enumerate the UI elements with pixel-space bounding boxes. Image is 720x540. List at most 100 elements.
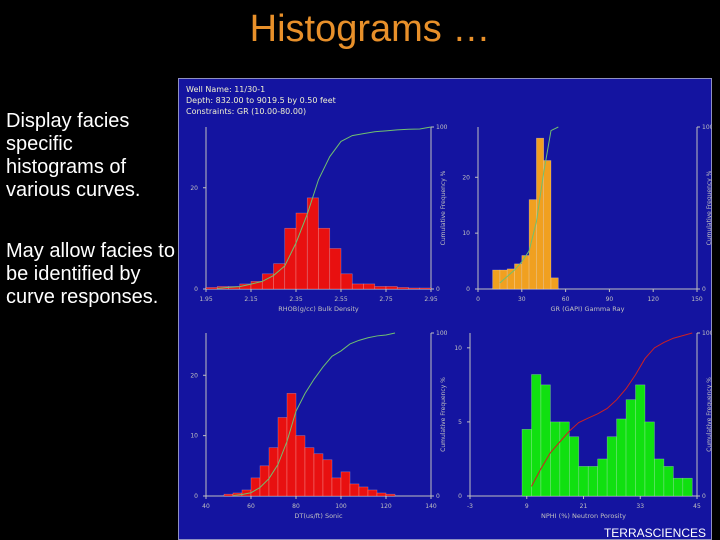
bar: [536, 137, 544, 290]
bar: [284, 227, 297, 290]
bar: [521, 429, 532, 497]
x-tick-label: 9: [525, 503, 529, 510]
bar: [408, 287, 421, 290]
bar: [635, 384, 646, 497]
bar: [663, 466, 674, 497]
y-tick-label: 20: [190, 372, 198, 379]
y2-tick-label: 0: [702, 493, 706, 500]
bar: [396, 287, 409, 290]
bar: [506, 268, 515, 290]
bar: [329, 248, 342, 290]
y2-axis-label: Cumulative Frequency %: [706, 170, 712, 245]
x-tick-label: 1.95: [199, 296, 213, 303]
x-tick-label: -3: [467, 503, 473, 510]
bar: [673, 477, 684, 497]
x-tick-label: 2.55: [334, 296, 348, 303]
x-tick-label: 30: [518, 296, 526, 303]
x-axis-label: RHOB(g/cc) Bulk Density: [278, 305, 359, 313]
x-tick-label: 120: [380, 503, 392, 510]
bar: [682, 477, 693, 497]
y2-tick-label: 0: [436, 493, 440, 500]
bar: [654, 458, 665, 497]
bar: [313, 453, 324, 497]
x-tick-label: 2.75: [379, 296, 393, 303]
bar: [223, 493, 234, 497]
bar: [606, 436, 617, 497]
cumulative-line: [232, 332, 396, 497]
bar: [340, 471, 351, 497]
bar: [351, 283, 364, 290]
bar: [540, 384, 551, 497]
x-tick-label: 60: [562, 296, 570, 303]
y-tick-label: 5: [458, 419, 462, 426]
x-tick-label: 40: [202, 503, 210, 510]
x-tick-label: 2.35: [289, 296, 303, 303]
y2-axis-label: Cumulative Frequency %: [706, 377, 712, 452]
cumulative-line: [217, 126, 432, 289]
bar: [385, 286, 398, 290]
y-tick-label: 20: [190, 185, 198, 192]
y-tick-label: 10: [190, 433, 198, 440]
slide-title: Histograms …: [249, 8, 491, 50]
y-tick-label: 20: [462, 174, 470, 181]
histogram-panel: Well Name: 11/30-1 Depth: 832.00 to 9019…: [178, 78, 712, 540]
bar: [318, 227, 331, 290]
y2-tick-label: 100: [702, 124, 712, 131]
bar: [587, 466, 598, 497]
y-tick-label: 10: [454, 345, 462, 352]
cumulative-line: [531, 332, 693, 487]
bar: [277, 417, 288, 497]
y-tick-label: 0: [466, 286, 470, 293]
bar: [322, 459, 333, 497]
y2-tick-label: 100: [702, 330, 712, 337]
y2-tick-label: 0: [702, 286, 706, 293]
x-tick-label: 100: [335, 503, 347, 510]
x-tick-label: 2.15: [244, 296, 258, 303]
x-axis-label: DT(us/ft) Sonic: [294, 512, 343, 520]
bar: [295, 435, 306, 497]
bar: [304, 447, 315, 497]
bar: [644, 421, 655, 497]
y2-tick-label: 0: [436, 286, 440, 293]
cumulative-line: [499, 126, 559, 284]
bar: [349, 483, 360, 497]
bar: [550, 421, 561, 497]
bar: [528, 199, 537, 290]
bar: [374, 286, 387, 290]
bar: [363, 283, 376, 290]
bar: [205, 287, 218, 290]
y-tick-label: 0: [194, 286, 198, 293]
header-line: Depth: 832.00 to 9019.5 by 0.50 feet: [186, 96, 336, 105]
bullet: May allow facies to be identified by cur…: [6, 240, 175, 308]
bar: [597, 458, 608, 497]
x-tick-label: 0: [476, 296, 480, 303]
bar: [625, 399, 636, 497]
bar: [419, 287, 432, 290]
bar: [340, 273, 353, 290]
bullet: Display facies specific histograms of va…: [6, 110, 141, 201]
bar: [385, 493, 396, 497]
bar: [514, 263, 523, 290]
x-tick-label: 80: [292, 503, 300, 510]
bar: [578, 466, 589, 497]
bar: [259, 465, 270, 497]
y-tick-label: 0: [458, 493, 462, 500]
bar: [543, 160, 552, 290]
x-axis-label: NPHI (%) Neutron Porosity: [541, 512, 626, 520]
bar: [550, 277, 559, 290]
x-tick-label: 90: [606, 296, 614, 303]
bar: [569, 436, 580, 497]
y-tick-label: 0: [194, 493, 198, 500]
bar: [376, 492, 387, 497]
y2-axis-label: Cumulative Frequency %: [440, 377, 447, 452]
x-tick-label: 21: [580, 503, 588, 510]
x-tick-label: 2.95: [424, 296, 438, 303]
header-line: Well Name: 11/30-1: [186, 85, 265, 94]
x-axis-label: GR (GAPI) Gamma Ray: [550, 305, 624, 313]
bar: [616, 418, 627, 497]
bar: [492, 269, 501, 290]
bar: [250, 477, 261, 497]
x-tick-label: 150: [691, 296, 703, 303]
header-line: Constraints: GR (10.00-80.00): [186, 107, 306, 116]
